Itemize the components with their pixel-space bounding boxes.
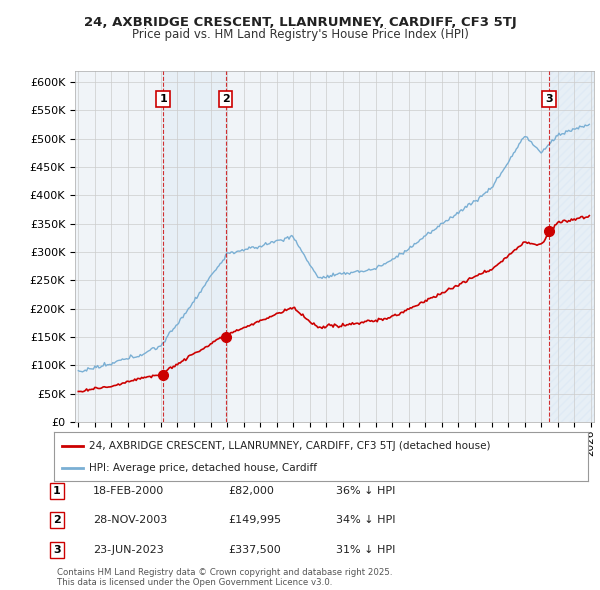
Text: 1: 1 <box>53 486 61 496</box>
Bar <box>549 71 594 422</box>
Text: 24, AXBRIDGE CRESCENT, LLANRUMNEY, CARDIFF, CF3 5TJ: 24, AXBRIDGE CRESCENT, LLANRUMNEY, CARDI… <box>83 16 517 29</box>
Text: £82,000: £82,000 <box>228 486 274 496</box>
Text: £149,995: £149,995 <box>228 516 281 525</box>
Text: 1: 1 <box>159 94 167 104</box>
Text: £337,500: £337,500 <box>228 545 281 555</box>
Text: 2: 2 <box>222 94 229 104</box>
Text: 23-JUN-2023: 23-JUN-2023 <box>93 545 164 555</box>
Text: 31% ↓ HPI: 31% ↓ HPI <box>336 545 395 555</box>
Bar <box>163 71 226 422</box>
Text: 2: 2 <box>53 516 61 525</box>
Text: 28-NOV-2003: 28-NOV-2003 <box>93 516 167 525</box>
Text: 3: 3 <box>53 545 61 555</box>
Text: 18-FEB-2000: 18-FEB-2000 <box>93 486 164 496</box>
Text: 36% ↓ HPI: 36% ↓ HPI <box>336 486 395 496</box>
Text: Contains HM Land Registry data © Crown copyright and database right 2025.
This d: Contains HM Land Registry data © Crown c… <box>57 568 392 587</box>
Text: 3: 3 <box>545 94 553 104</box>
Text: 34% ↓ HPI: 34% ↓ HPI <box>336 516 395 525</box>
Text: 24, AXBRIDGE CRESCENT, LLANRUMNEY, CARDIFF, CF3 5TJ (detached house): 24, AXBRIDGE CRESCENT, LLANRUMNEY, CARDI… <box>89 441 490 451</box>
Text: Price paid vs. HM Land Registry's House Price Index (HPI): Price paid vs. HM Land Registry's House … <box>131 28 469 41</box>
Text: HPI: Average price, detached house, Cardiff: HPI: Average price, detached house, Card… <box>89 463 317 473</box>
